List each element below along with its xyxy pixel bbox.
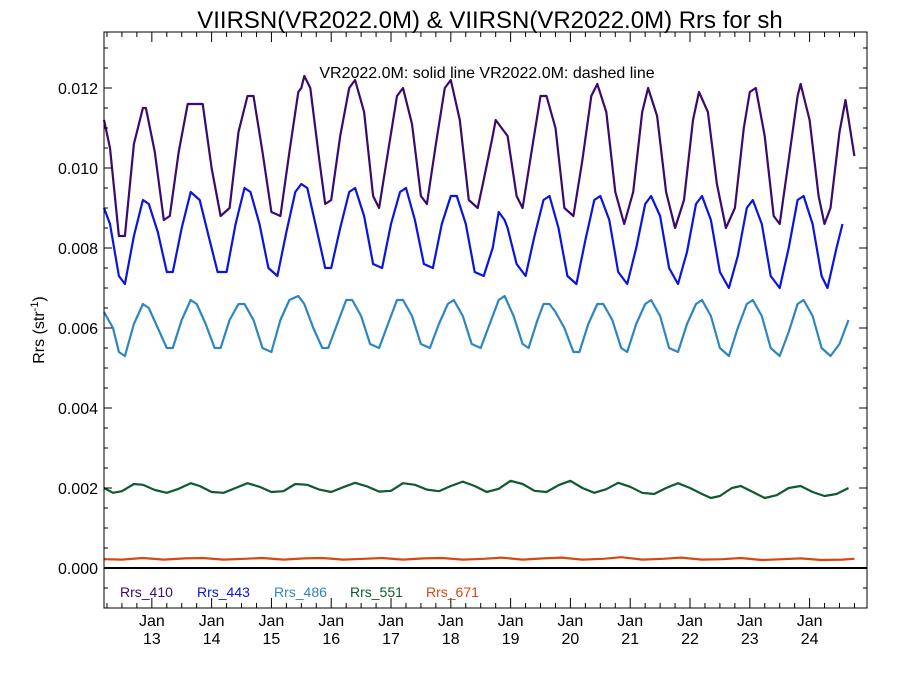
x-tick-day-label: 17 bbox=[382, 631, 400, 648]
x-tick-month-label: Jan bbox=[737, 613, 763, 630]
x-tick-month-label: Jan bbox=[259, 613, 285, 630]
legend-label-rrs-486: Rrs_486 bbox=[274, 584, 327, 600]
y-tick-label: 0.012 bbox=[58, 81, 98, 98]
x-tick-day-label: 15 bbox=[263, 631, 281, 648]
y-tick-label: 0.000 bbox=[58, 561, 98, 578]
series-line-rrs-486 bbox=[103, 294, 850, 358]
series-line-rrs-671 bbox=[103, 556, 855, 562]
series-layer bbox=[102, 74, 856, 562]
x-tick-day-label: 18 bbox=[442, 631, 460, 648]
legend-label-rrs-410: Rrs_410 bbox=[120, 584, 173, 600]
x-tick-day-label: 23 bbox=[741, 631, 759, 648]
chart-title: VIIRSN(VR2022.0M) & VIIRSN(VR2022.0M) Rr… bbox=[197, 7, 783, 34]
y-axis-label-superscript: -1 bbox=[29, 302, 41, 312]
legend-label-rrs-443: Rrs_443 bbox=[197, 584, 250, 600]
x-tick-month-label: Jan bbox=[797, 613, 823, 630]
y-tick-label: 0.002 bbox=[58, 481, 98, 498]
x-tick-month-label: Jan bbox=[617, 613, 643, 630]
x-tick-month-label: Jan bbox=[498, 613, 524, 630]
x-tick-day-label: 13 bbox=[143, 631, 161, 648]
x-tick-month-label: Jan bbox=[139, 613, 165, 630]
x-tick-month-label: Jan bbox=[677, 613, 703, 630]
x-tick-day-label: 24 bbox=[801, 631, 819, 648]
series-line-rrs-551 bbox=[103, 479, 849, 500]
chart-subtitle: VR2022.0M: solid line VR2022.0M: dashed … bbox=[319, 65, 654, 82]
y-axis-label: Rrs (str-1) bbox=[29, 296, 48, 364]
y-axis-label-close: ) bbox=[31, 296, 48, 301]
legend-label-rrs-551: Rrs_551 bbox=[350, 584, 403, 600]
x-tick-day-label: 20 bbox=[562, 631, 580, 648]
x-tick-day-label: 19 bbox=[502, 631, 520, 648]
y-tick-label: 0.008 bbox=[58, 241, 98, 258]
plot-frame bbox=[103, 31, 868, 609]
y-tick-label: 0.004 bbox=[58, 401, 98, 418]
x-tick-month-label: Jan bbox=[378, 613, 404, 630]
x-tick-month-label: Jan bbox=[438, 613, 464, 630]
y-axis-label-main: Rrs (str bbox=[31, 311, 48, 364]
axes-layer: 0.0000.0020.0040.0060.0080.0100.012Jan13… bbox=[58, 31, 868, 648]
legend-label-rrs-671: Rrs_671 bbox=[426, 584, 479, 600]
y-tick-label: 0.006 bbox=[58, 321, 98, 338]
x-tick-month-label: Jan bbox=[318, 613, 344, 630]
legend: Rrs_410 Rrs_443 Rrs_486 Rrs_551 Rrs_671 bbox=[120, 584, 479, 600]
x-tick-day-label: 16 bbox=[322, 631, 340, 648]
x-tick-day-label: 22 bbox=[681, 631, 699, 648]
series-line-rrs-410 bbox=[102, 74, 856, 238]
y-tick-label: 0.010 bbox=[58, 161, 98, 178]
x-tick-day-label: 21 bbox=[621, 631, 639, 648]
x-tick-day-label: 14 bbox=[203, 631, 221, 648]
x-tick-month-label: Jan bbox=[199, 613, 225, 630]
x-tick-month-label: Jan bbox=[558, 613, 584, 630]
series-line-rrs-443 bbox=[102, 182, 844, 290]
